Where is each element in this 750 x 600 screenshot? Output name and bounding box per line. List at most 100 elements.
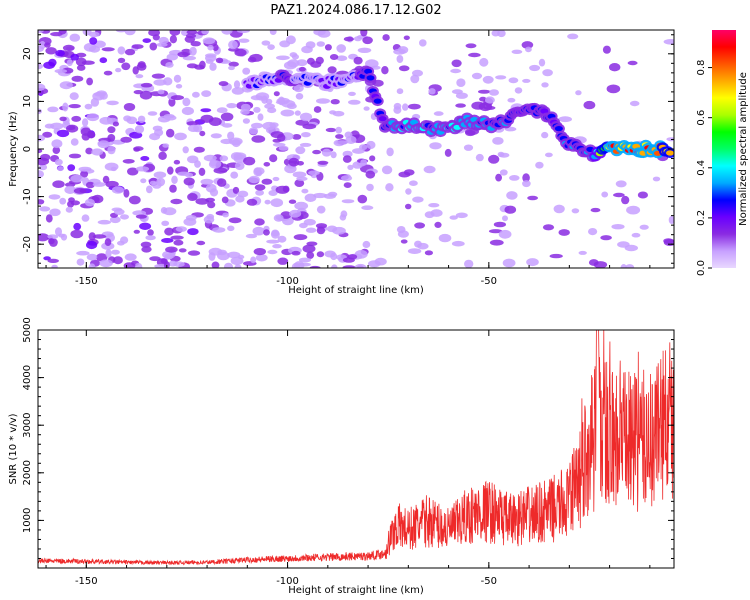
heatmap-cell: [316, 41, 325, 47]
heatmap-cell: [336, 44, 347, 53]
heatmap-cell: [292, 134, 302, 140]
heatmap-cell: [493, 221, 506, 228]
heatmap-cell: [95, 253, 108, 262]
heatmap-cell: [236, 30, 250, 34]
colorbar-tick-label: 0.0: [696, 260, 707, 276]
heatmap-cell: [296, 161, 304, 166]
heatmap-cell: [309, 265, 321, 268]
spectrogram-y-label: Frequency (Hz): [8, 111, 19, 187]
heatmap-cell: [218, 81, 229, 87]
heatmap-cell: [541, 82, 549, 88]
heatmap-cell: [123, 103, 136, 111]
heatmap-cell: [59, 81, 73, 90]
heatmap-cell: [251, 135, 266, 143]
heatmap-cell: [69, 33, 81, 42]
heatmap-cell: [295, 146, 306, 155]
heatmap-cell: [315, 223, 328, 229]
heatmap-cell: [161, 238, 174, 243]
heatmap-cell: [199, 130, 206, 137]
heatmap-cell: [110, 166, 117, 172]
heatmap-cell: [76, 64, 86, 71]
heatmap-cell: [341, 199, 355, 204]
heatmap-cell: [149, 42, 158, 51]
heatmap-cell: [81, 60, 95, 65]
heatmap-cell: [590, 207, 601, 213]
heatmap-cell: [336, 55, 348, 61]
heatmap-cell: [508, 77, 519, 84]
heatmap-cell: [354, 249, 368, 259]
heatmap-cell: [51, 139, 63, 149]
heatmap-cell: [444, 148, 452, 157]
heatmap-cell: [396, 55, 404, 63]
heatmap-cell: [58, 30, 67, 35]
heatmap-cell: [166, 53, 178, 61]
spectrogram-x-label: Height of straight line (km): [288, 285, 424, 296]
heatmap-cell: [325, 127, 337, 133]
heatmap-cell: [615, 180, 627, 188]
heatmap-cell: [64, 185, 76, 194]
heatmap-cell: [121, 62, 131, 71]
heatmap-cell: [174, 132, 187, 141]
heatmap-cell: [340, 175, 353, 182]
heatmap-cell: [521, 41, 534, 49]
heatmap-cell: [292, 171, 307, 178]
heatmap-cell: [228, 61, 239, 67]
heatmap-cell: [271, 229, 280, 237]
heatmap-cell: [82, 118, 89, 127]
heatmap-cell: [301, 45, 313, 54]
heatmap-cell: [293, 84, 304, 93]
heatmap-cell: [92, 234, 107, 239]
heatmap-cell: [538, 58, 546, 67]
heatmap-cell: [175, 84, 183, 89]
spectrogram-panel: -150 -100 -50 20 10 0 -10 -20 Height of straig…: [8, 29, 675, 296]
heatmap-cell: [161, 220, 170, 226]
heatmap-cell: [66, 124, 79, 133]
heatmap-cell: [178, 248, 187, 253]
heatmap-cell: [386, 147, 394, 157]
ridge-point: [378, 116, 387, 122]
heatmap-cell: [50, 122, 64, 130]
heatmap-cell: [419, 39, 427, 47]
heatmap-cell: [165, 246, 178, 253]
heatmap-cell: [111, 249, 120, 255]
heatmap-cell: [455, 103, 466, 108]
heatmap-cell: [316, 226, 326, 235]
heatmap-cell: [134, 125, 145, 134]
heatmap-cell: [606, 84, 621, 94]
heatmap-cell: [132, 66, 139, 75]
heatmap-cell: [451, 240, 465, 247]
heatmap-cell: [203, 154, 217, 162]
heatmap-cell: [357, 47, 372, 53]
heatmap-cell: [527, 195, 538, 201]
heatmap-cell: [134, 262, 143, 268]
heatmap-cell: [414, 222, 425, 229]
heatmap-cell: [264, 199, 271, 205]
heatmap-cell: [68, 153, 82, 159]
colorbar: 0.0 0.2 0.4 0.6 0.8 Normalized spectral ampl…: [696, 30, 749, 276]
heatmap-cell: [140, 178, 147, 184]
heatmap-cell: [611, 224, 625, 230]
heatmap-cell: [151, 73, 165, 79]
heatmap-cell: [277, 257, 289, 265]
heatmap-cell: [210, 133, 222, 139]
heatmap-cell: [200, 108, 212, 113]
heatmap-cell: [89, 37, 98, 45]
heatmap-cell: [187, 250, 201, 256]
heatmap-cell: [299, 142, 312, 147]
heatmap-cell: [368, 260, 381, 268]
heatmap-cell: [245, 233, 257, 239]
heatmap-cell: [135, 166, 150, 172]
heatmap-cell: [152, 125, 163, 132]
heatmap-cell: [489, 89, 499, 96]
heatmap-cell: [288, 199, 297, 204]
heatmap-cell: [625, 264, 635, 268]
heatmap-cell: [558, 116, 572, 123]
heatmap-cell: [153, 171, 167, 179]
heatmap-cell: [302, 244, 316, 253]
heatmap-cell: [123, 115, 132, 122]
heatmap-cell: [455, 212, 468, 219]
heatmap-cell: [170, 235, 184, 240]
heatmap-cell: [88, 31, 100, 38]
y-tick-label: 1000: [22, 508, 33, 533]
